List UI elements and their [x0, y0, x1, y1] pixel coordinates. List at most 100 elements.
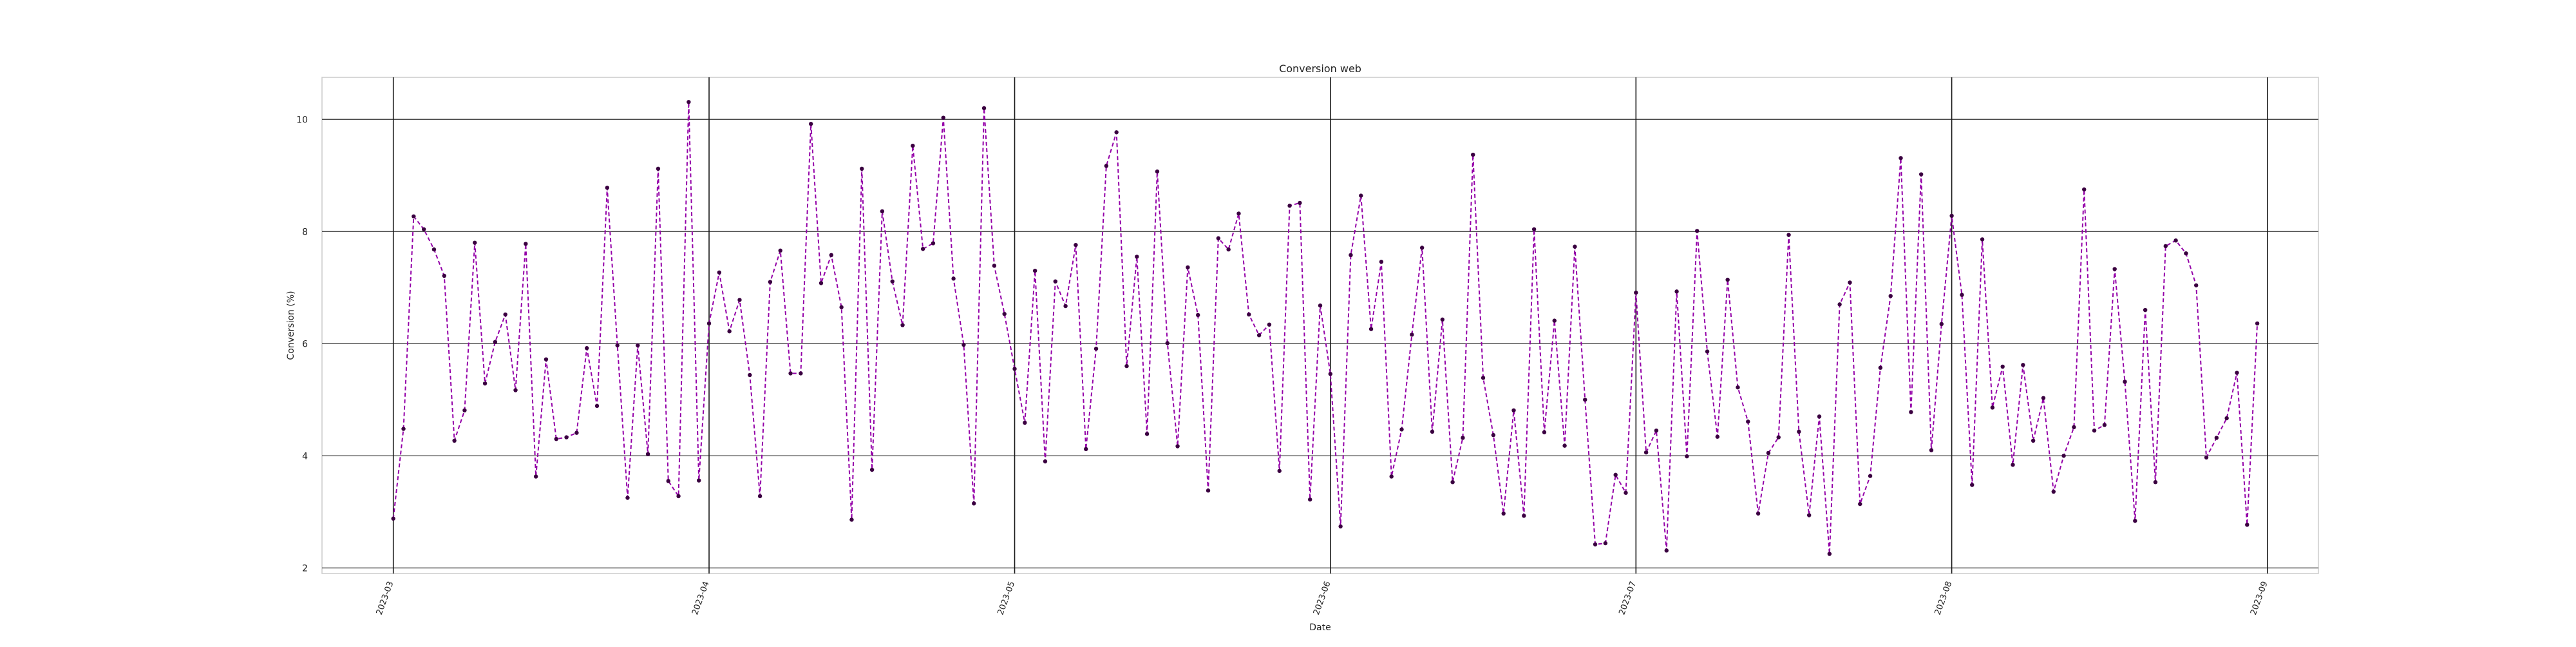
data-point — [544, 357, 549, 362]
data-point — [1236, 211, 1241, 216]
data-point — [1368, 327, 1374, 331]
data-point — [1613, 472, 1618, 478]
data-point — [1552, 318, 1557, 323]
data-point — [554, 436, 558, 441]
data-point — [748, 372, 752, 378]
data-point — [2174, 238, 2178, 243]
data-point — [1440, 317, 1444, 322]
y-tick-label: 6 — [302, 339, 308, 349]
data-point — [1461, 436, 1465, 440]
data-point — [1196, 313, 1200, 318]
x-axis-label: Date — [1309, 623, 1331, 633]
data-point — [911, 143, 915, 148]
data-point — [890, 279, 895, 284]
data-point — [1471, 152, 1475, 157]
data-point — [676, 494, 681, 499]
x-gridlines — [392, 77, 2268, 574]
data-point — [981, 106, 987, 111]
data-point — [788, 371, 793, 376]
data-point — [819, 281, 824, 285]
data-point — [931, 241, 936, 246]
data-point — [972, 501, 976, 506]
data-point — [2235, 371, 2239, 375]
data-point — [2092, 428, 2097, 433]
data-point — [1063, 304, 1068, 309]
data-point — [452, 438, 457, 443]
data-point — [2072, 425, 2076, 430]
data-point — [778, 248, 782, 253]
data-point — [594, 403, 600, 409]
data-point — [2021, 363, 2025, 367]
data-point — [1695, 229, 1700, 233]
data-point — [687, 100, 691, 104]
data-point — [524, 242, 528, 246]
data-point — [636, 343, 640, 348]
data-point — [1929, 448, 1934, 452]
data-point — [920, 247, 925, 251]
y-tick-label: 10 — [296, 115, 308, 125]
data-point — [1032, 268, 1037, 273]
data-point — [2245, 523, 2249, 527]
data-point — [2133, 519, 2137, 523]
data-point — [1359, 193, 1363, 198]
data-point — [717, 270, 722, 275]
data-point — [1481, 376, 1486, 380]
data-point — [808, 122, 813, 126]
data-point — [1685, 454, 1689, 459]
data-point — [1624, 490, 1628, 495]
data-point — [1419, 246, 1425, 250]
data-point — [1664, 548, 1669, 553]
data-point — [799, 371, 803, 376]
data-point — [421, 227, 426, 231]
data-point — [880, 209, 885, 214]
data-point — [1399, 427, 1404, 432]
data-point — [585, 346, 589, 351]
data-point — [1878, 365, 1883, 370]
data-point — [961, 342, 966, 347]
data-point — [442, 273, 446, 278]
y-tick-label: 4 — [302, 451, 308, 461]
data-point — [2123, 380, 2127, 384]
data-point — [574, 430, 579, 435]
data-point — [1084, 447, 1088, 452]
data-point — [697, 478, 701, 483]
data-point — [1012, 367, 1017, 371]
data-point — [1827, 552, 1832, 556]
y-gridlines — [322, 119, 2318, 568]
data-point — [1980, 237, 1985, 242]
data-point — [1430, 429, 1435, 434]
data-point — [737, 298, 742, 302]
data-point — [2194, 283, 2199, 287]
data-point — [1797, 429, 1801, 434]
data-point — [1766, 450, 1771, 456]
data-point — [1990, 405, 1995, 410]
data-point — [727, 329, 732, 334]
data-point — [1736, 385, 1740, 390]
data-point — [1806, 513, 1812, 517]
data-point — [1888, 294, 1893, 298]
data-point — [1542, 430, 1547, 434]
data-point — [2041, 396, 2046, 400]
data-point — [493, 340, 498, 344]
y-tick-labels: 2 4 6 8 10 — [296, 115, 308, 574]
data-point — [2163, 244, 2168, 249]
data-point — [1277, 468, 1282, 473]
data-point — [992, 264, 997, 268]
data-point — [2255, 321, 2260, 326]
data-point — [2214, 436, 2219, 440]
data-point — [1287, 204, 1292, 208]
data-point — [401, 427, 406, 431]
data-point — [533, 474, 538, 479]
data-point — [1002, 311, 1007, 316]
data-point — [1858, 501, 1862, 507]
data-point — [2031, 438, 2036, 443]
data-point — [564, 435, 569, 439]
data-point — [941, 115, 946, 120]
data-point — [849, 517, 854, 522]
data-point — [2112, 267, 2117, 271]
data-point — [1410, 333, 1414, 337]
data-point — [2102, 423, 2107, 427]
data-point — [1756, 511, 1761, 516]
data-point — [1562, 443, 1567, 448]
